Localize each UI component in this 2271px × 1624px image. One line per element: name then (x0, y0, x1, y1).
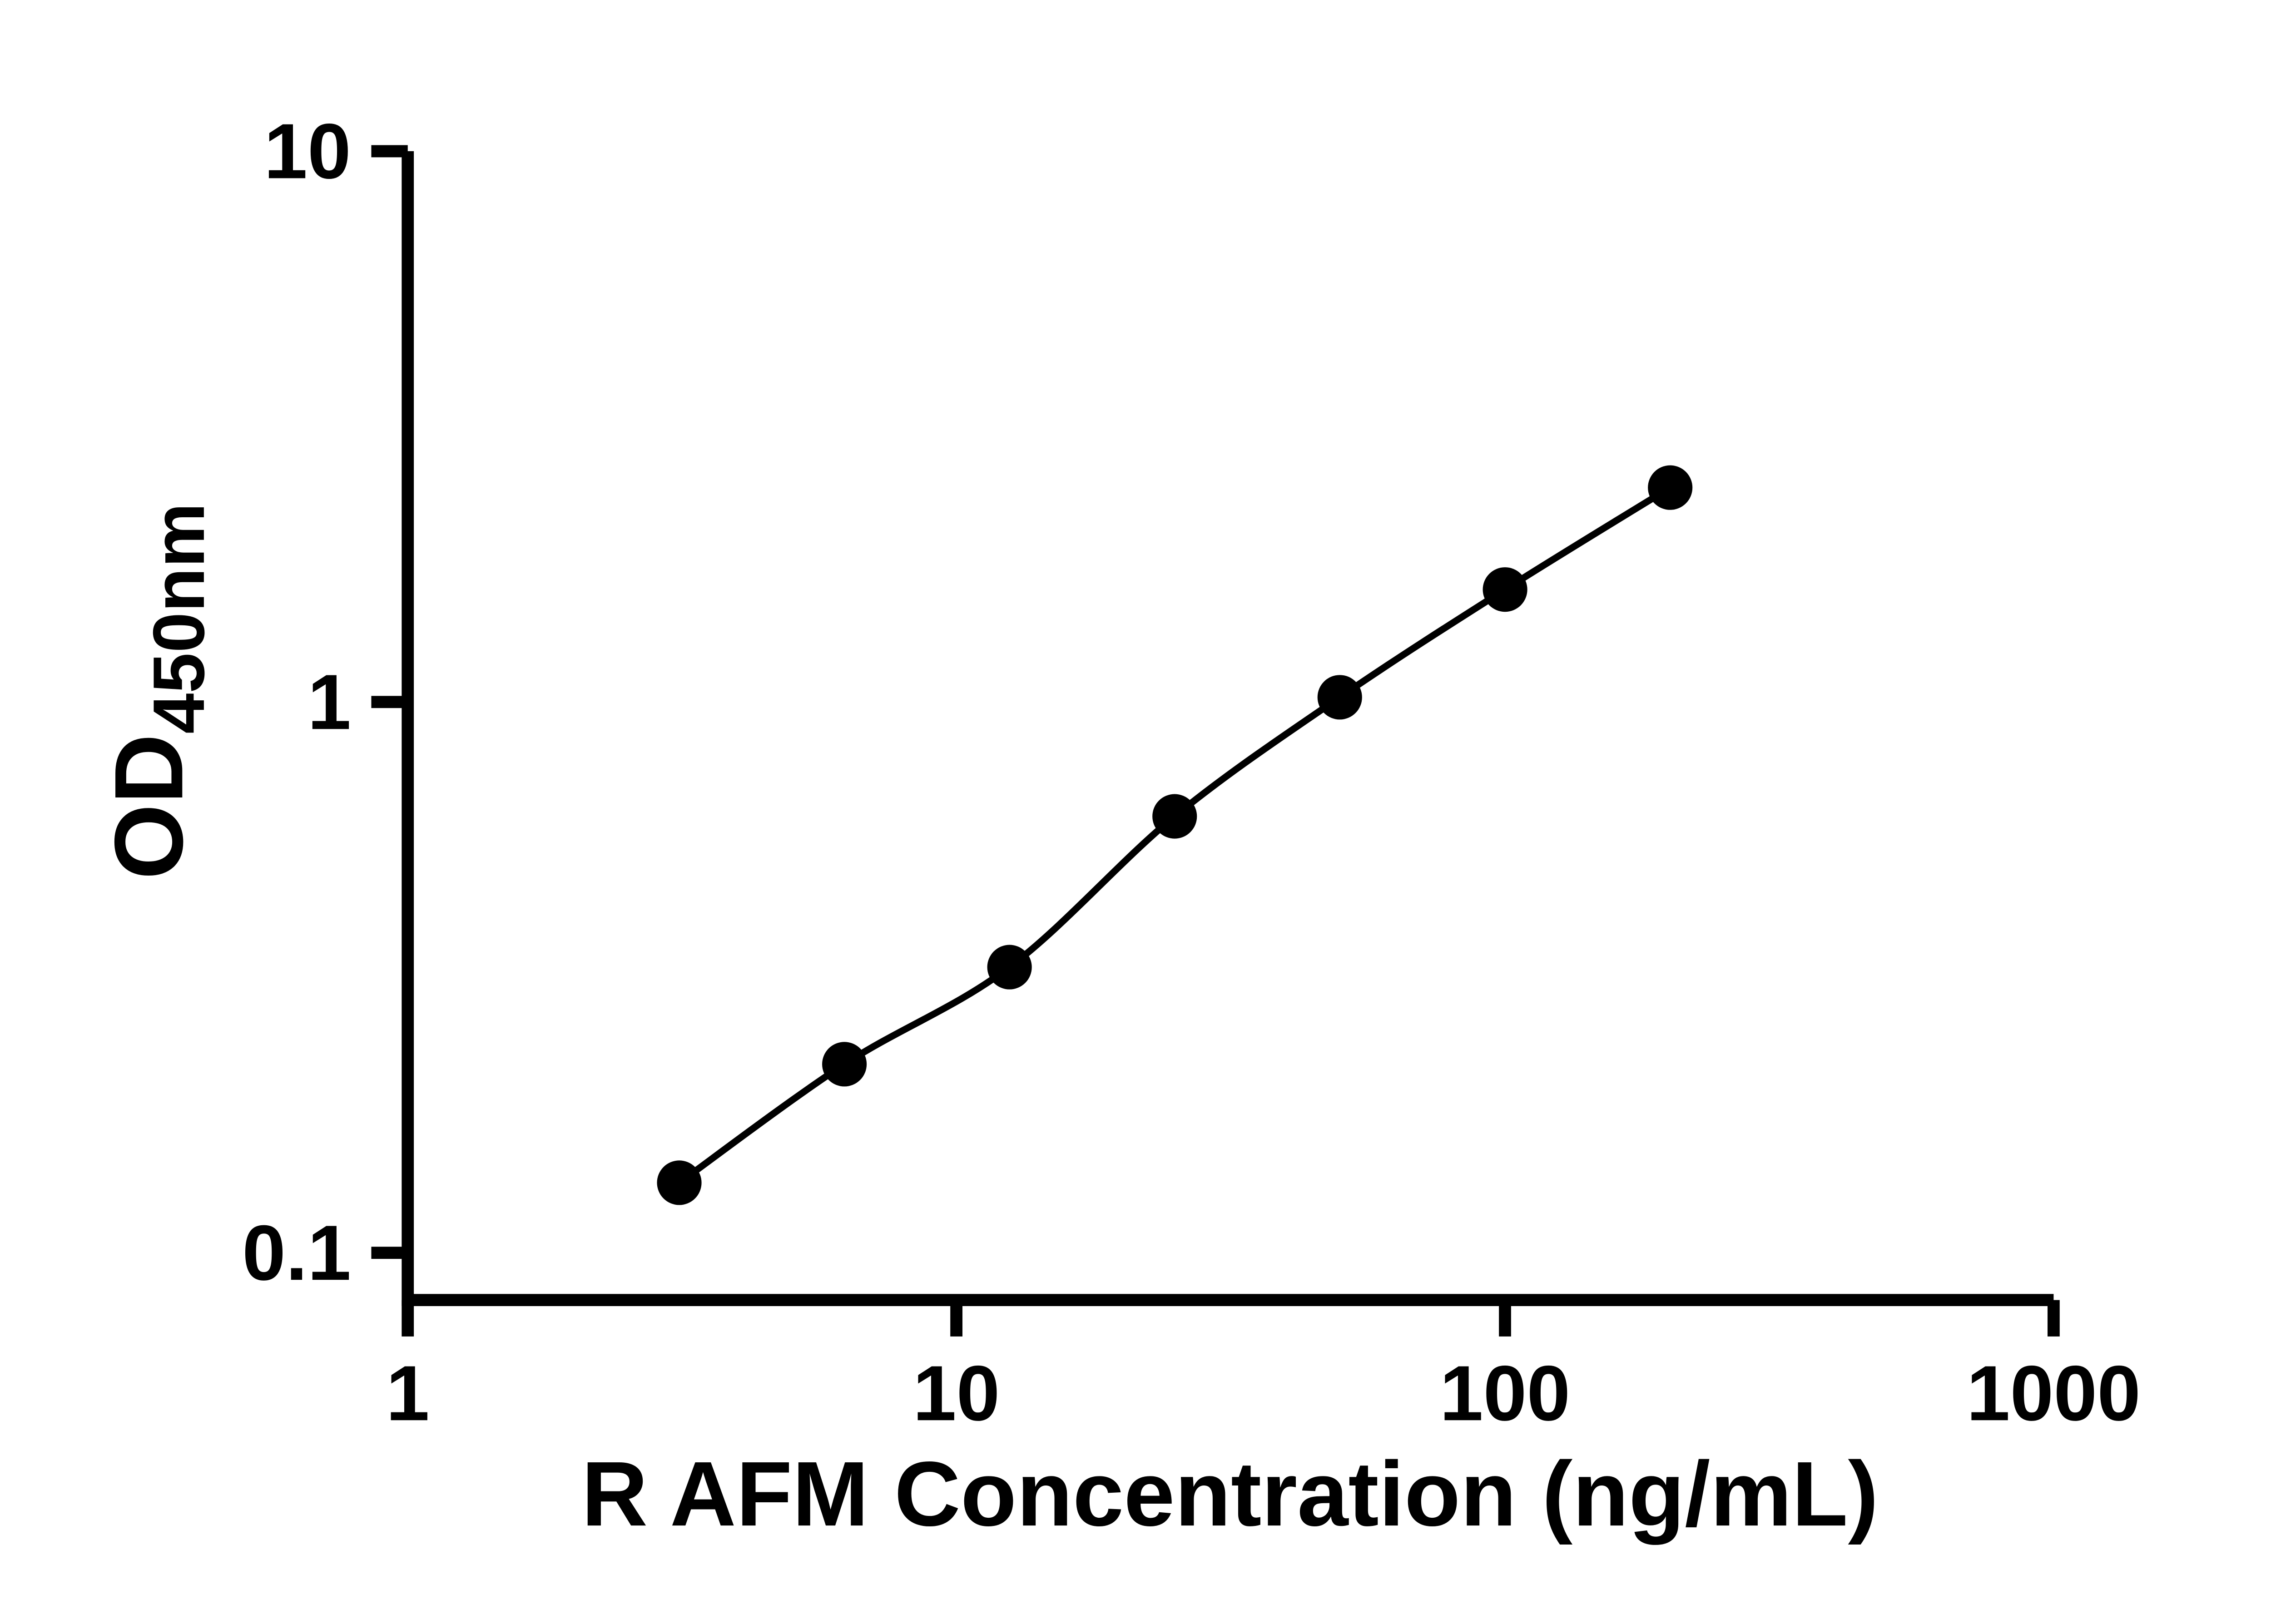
data-point (1483, 567, 1527, 612)
x-axis-tick-label: 10 (913, 1349, 1000, 1437)
axis-lines (402, 151, 2054, 1307)
data-point (1152, 794, 1197, 839)
data-point (1648, 465, 1693, 510)
axes-group: 1 10 100 1000 0.1 1 10 (242, 107, 2141, 1437)
points-group (657, 465, 1693, 1205)
data-point (822, 1042, 867, 1087)
data-point (987, 945, 1032, 990)
y-axis-tick-label: 0.1 (242, 1209, 351, 1297)
data-point (657, 1160, 702, 1205)
y-axis-tick-label: 10 (264, 107, 351, 195)
y-axis-title-subscript: 450nm (139, 503, 220, 734)
x-axis-tick-label: 100 (1440, 1349, 1571, 1437)
y-axis-title: OD450nm (94, 503, 220, 880)
x-axis-title: R AFM Concentration (ng/mL) (581, 1442, 1879, 1545)
x-axis-tick-label: 1000 (1967, 1349, 2141, 1437)
y-axis-tick-label: 1 (307, 658, 351, 746)
data-point (1317, 675, 1362, 720)
x-axis-tick-label: 1 (386, 1349, 430, 1437)
y-axis-title-base: OD (94, 734, 203, 880)
